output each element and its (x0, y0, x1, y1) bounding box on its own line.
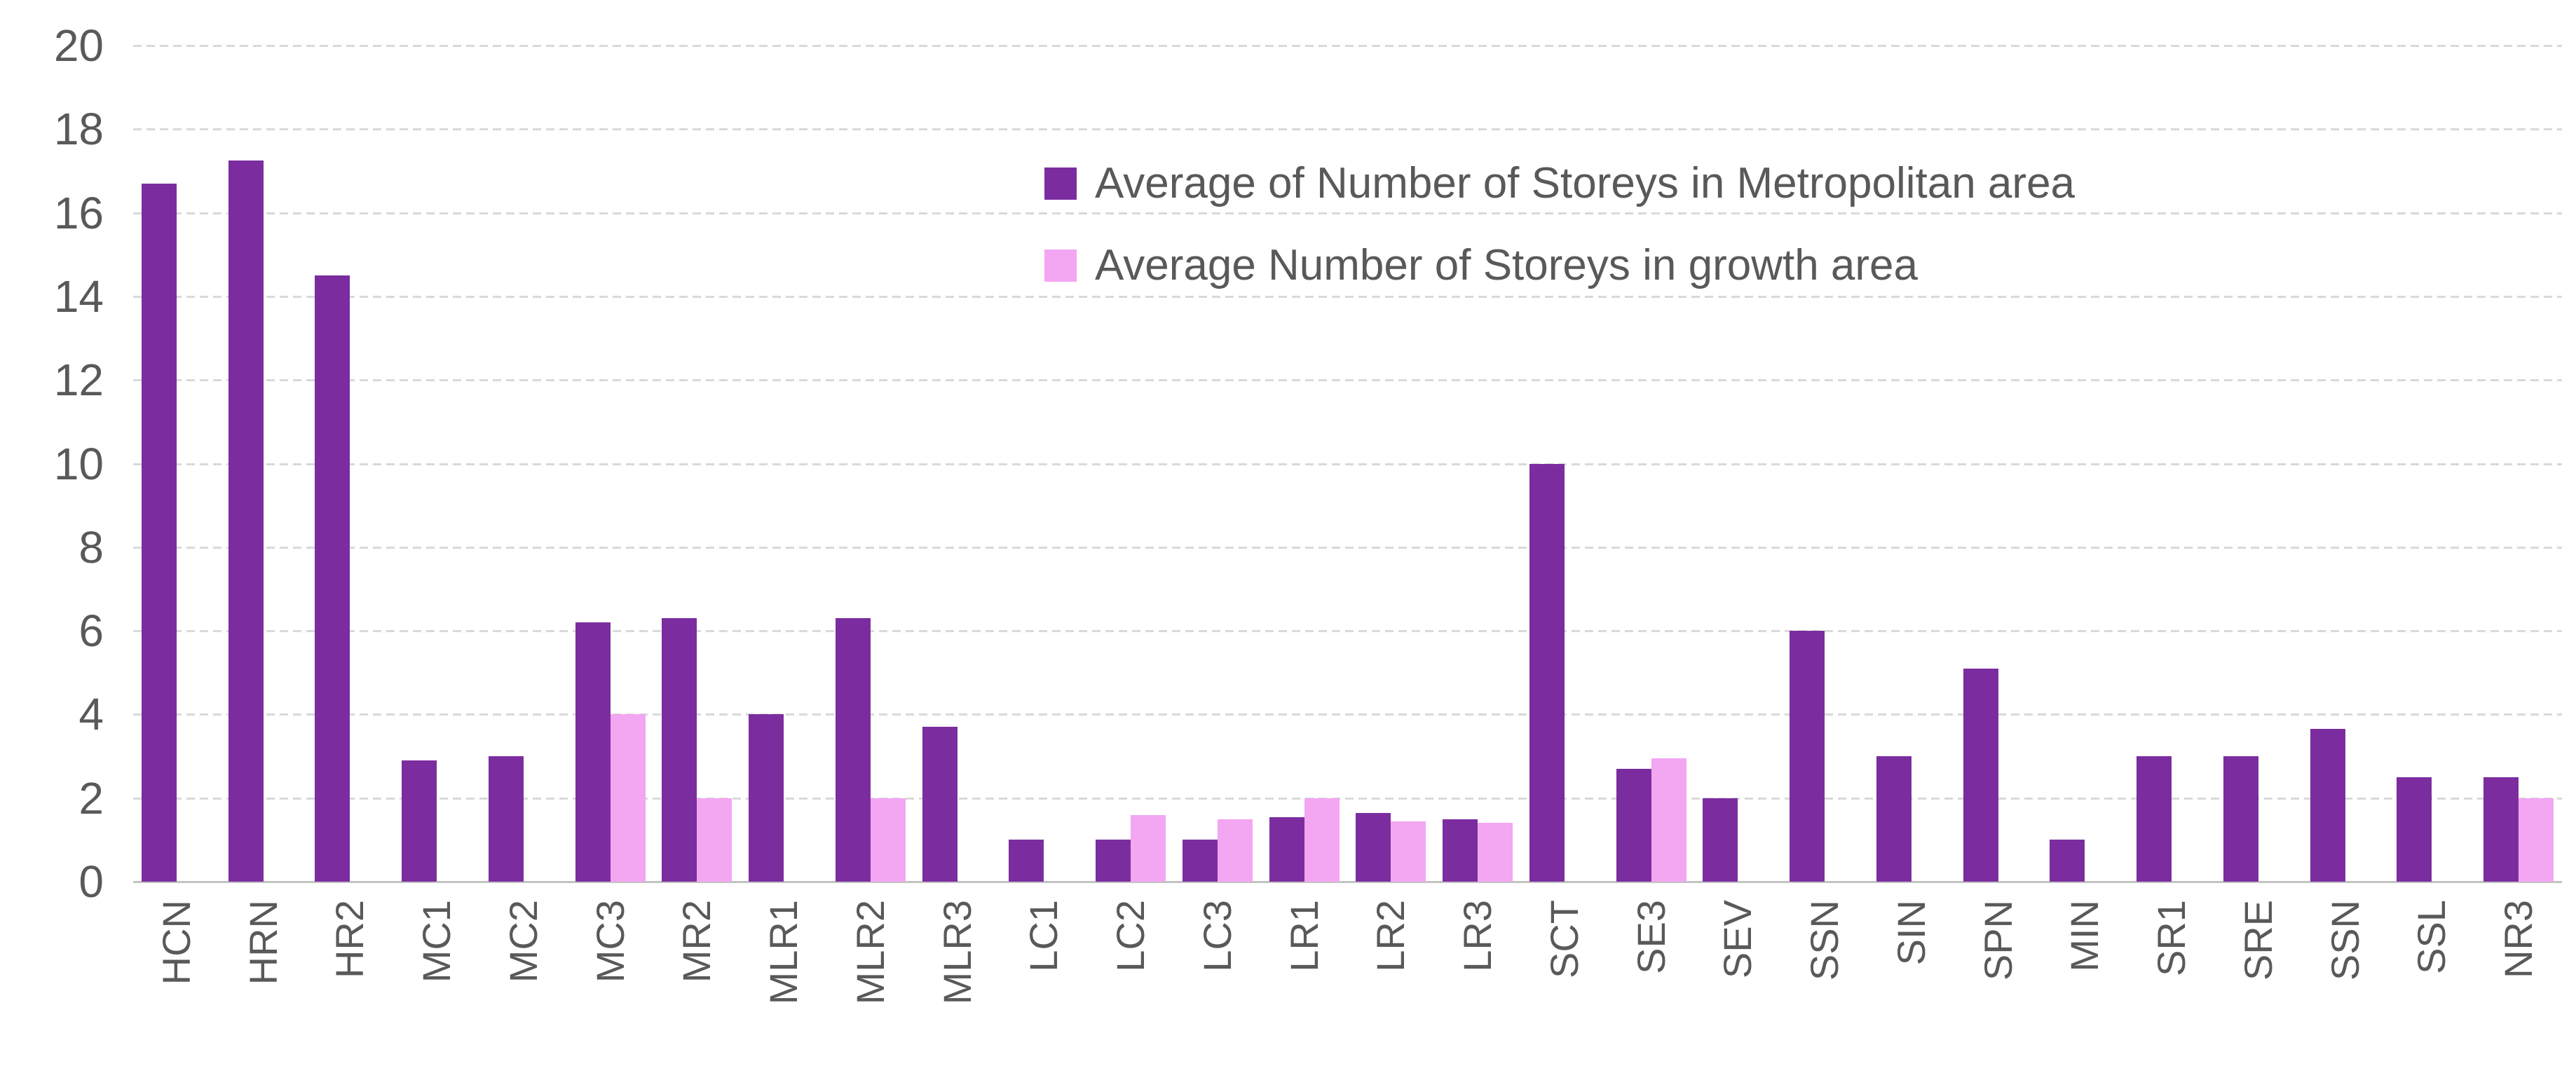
x-category-label-NR3-27: NR3 (2496, 900, 2541, 979)
bar-metropolitan-HRN-1 (228, 160, 264, 882)
bar-metropolitan-MLR2-8 (835, 618, 871, 882)
bar-metropolitan-MC2-4 (488, 756, 524, 882)
y-tick-label-6: 6 (79, 606, 104, 657)
x-category-label-MC3-5: MC3 (587, 900, 632, 983)
bar-metropolitan-SRE-24 (2223, 756, 2258, 882)
bar-metropolitan-LC3-12 (1182, 840, 1218, 882)
bar-metropolitan-SEV-18 (1703, 798, 1738, 882)
x-category-label-MC2-4: MC2 (500, 900, 545, 983)
x-category-label-SSN-19: SSN (1802, 900, 1847, 981)
legend-swatch-growth (1044, 250, 1077, 282)
legend-label-growth: Average Number of Storeys in growth area (1095, 241, 1919, 289)
x-category-label-MLR3-9: MLR3 (934, 900, 979, 1005)
x-category-label-SIN-20: SIN (1888, 900, 1933, 966)
x-category-label-LR1-13: LR1 (1281, 900, 1326, 972)
bar-growth-LC2-11 (1131, 814, 1166, 882)
bar-metropolitan-LC2-11 (1096, 840, 1131, 882)
bar-metropolitan-MC1-3 (402, 760, 437, 882)
bar-metropolitan-MIN-22 (2050, 840, 2085, 882)
bar-growth-LR1-13 (1304, 798, 1340, 882)
y-tick-label-4: 4 (79, 689, 104, 740)
x-category-label-SE3-17: SE3 (1628, 900, 1673, 974)
bar-metropolitan-SCT-16 (1529, 463, 1565, 882)
bar-metropolitan-HR2-2 (315, 275, 350, 882)
y-tick-label-8: 8 (79, 521, 104, 573)
bar-metropolitan-LR3-15 (1443, 819, 1478, 882)
x-category-label-MR2-6: MR2 (674, 900, 719, 983)
bar-metropolitan-MLR3-9 (922, 727, 958, 882)
y-tick-label-14: 14 (53, 271, 104, 322)
x-category-label-SR1-23: SR1 (2149, 900, 2194, 976)
bar-growth-LR2-14 (1391, 821, 1426, 882)
x-category-label-MLR2-8: MLR2 (847, 900, 892, 1005)
x-category-label-LR2-14: LR2 (1368, 900, 1413, 972)
bar-metropolitan-SSN-19 (1790, 631, 1825, 882)
bar-metropolitan-SE3-17 (1616, 768, 1651, 882)
x-category-label-HCN-0: HCN (154, 900, 198, 985)
gridline-y-18 (133, 128, 2562, 131)
bar-growth-SE3-17 (1651, 758, 1686, 882)
x-category-label-SSL-26: SSL (2409, 900, 2454, 974)
bar-metropolitan-SIN-20 (1876, 756, 1911, 882)
bar-growth-MLR2-8 (870, 798, 906, 882)
legend-swatch-metropolitan (1044, 168, 1077, 200)
x-axis-line (133, 881, 2562, 883)
bar-metropolitan-LR1-13 (1269, 816, 1304, 882)
bar-metropolitan-MR2-6 (662, 618, 697, 882)
y-tick-label-12: 12 (53, 355, 104, 406)
gridline-y-12 (133, 379, 2562, 382)
x-category-label-MC1-3: MC1 (414, 900, 459, 983)
x-category-label-LC1-10: LC1 (1021, 900, 1066, 972)
y-tick-label-10: 10 (53, 438, 104, 489)
bar-growth-LR3-15 (1478, 823, 1513, 882)
gridline-y-14 (133, 295, 2562, 298)
bar-metropolitan-SSL-26 (2397, 777, 2432, 882)
bar-growth-LC3-12 (1217, 819, 1253, 882)
gridline-y-8 (133, 546, 2562, 549)
bar-metropolitan-SPN-21 (1963, 668, 1998, 882)
gridline-y-20 (133, 45, 2562, 47)
x-category-label-SEV-18: SEV (1715, 900, 1760, 979)
x-category-label-HR2-2: HR2 (327, 900, 372, 979)
bar-growth-MC3-5 (610, 714, 646, 882)
bar-growth-NR3-27 (2519, 798, 2554, 882)
x-category-label-SSN-25: SSN (2322, 900, 2367, 981)
y-tick-label-0: 0 (79, 856, 104, 907)
gridline-y-4 (133, 713, 2562, 716)
gridline-y-16 (133, 212, 2562, 214)
bar-metropolitan-MC3-5 (575, 622, 611, 882)
x-category-label-LC2-11: LC2 (1108, 900, 1153, 972)
x-category-label-MLR1-7: MLR1 (761, 900, 806, 1005)
x-category-label-SRE-24: SRE (2235, 900, 2280, 981)
x-category-label-SPN-21: SPN (1975, 900, 2020, 981)
x-category-label-MIN-22: MIN (2062, 900, 2107, 972)
x-category-label-SCT-16: SCT (1541, 900, 1586, 978)
y-tick-label-18: 18 (53, 104, 104, 155)
x-category-label-LR3-15: LR3 (1455, 900, 1500, 972)
bar-metropolitan-HCN-0 (141, 183, 177, 882)
bar-metropolitan-NR3-27 (2483, 777, 2519, 882)
bar-metropolitan-SR1-23 (2137, 756, 2172, 882)
gridline-y-2 (133, 797, 2562, 800)
bar-metropolitan-LC1-10 (1009, 840, 1044, 882)
gridline-y-6 (133, 630, 2562, 633)
bar-metropolitan-MLR1-7 (749, 714, 784, 882)
bar-metropolitan-LR2-14 (1356, 812, 1391, 882)
legend-label-metropolitan: Average of Number of Storeys in Metropol… (1095, 159, 2076, 207)
bar-growth-MR2-6 (697, 798, 732, 882)
y-tick-label-20: 20 (53, 20, 104, 71)
bar-metropolitan-SSN-25 (2310, 729, 2345, 882)
gridline-y-10 (133, 463, 2562, 465)
x-category-label-LC3-12: LC3 (1194, 900, 1239, 972)
x-category-label-HRN-1: HRN (240, 900, 285, 985)
y-tick-label-2: 2 (79, 772, 104, 823)
y-tick-label-16: 16 (53, 187, 104, 238)
